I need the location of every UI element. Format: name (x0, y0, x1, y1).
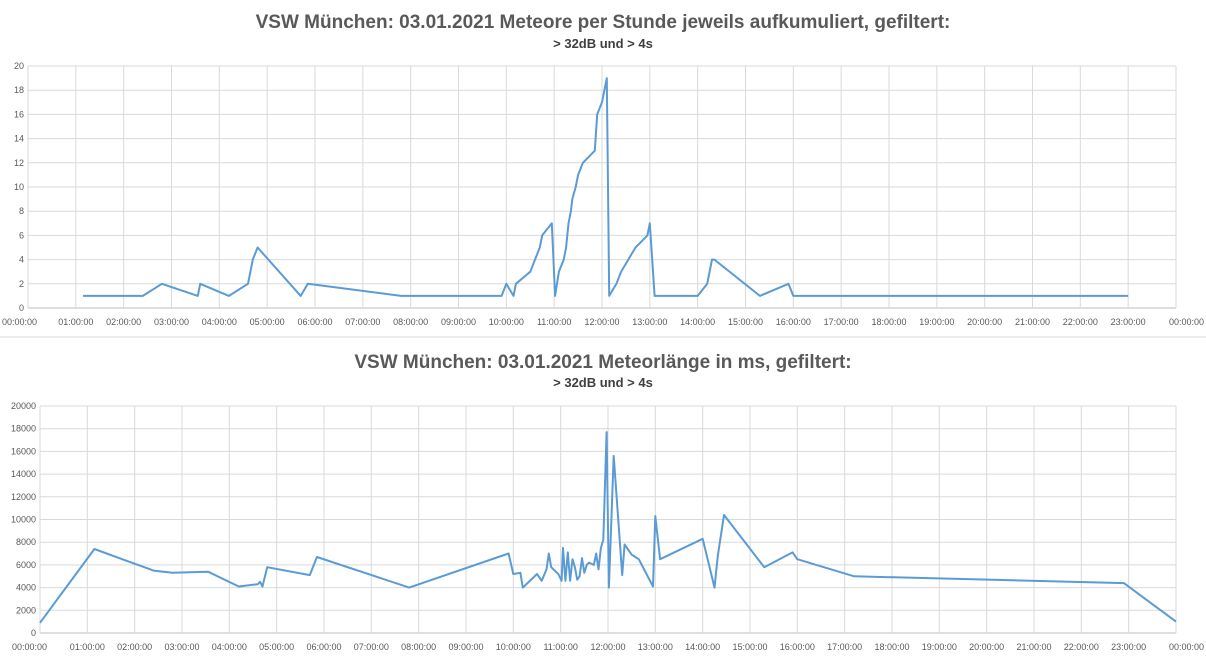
chart2-series-line (39, 431, 1177, 624)
chart1-y-tick-label: 6 (19, 230, 24, 240)
chart2-x-tick-label: 06:00:00 (306, 642, 341, 652)
chart1-x-axis: 00:00:00 01:00:00 02:00:00 03:00:00 04:00:00… (2, 317, 1204, 327)
chart1-x-tick-label: 14:00:00 (680, 317, 715, 327)
chart1-x-tick-label: 21:00:00 (1015, 317, 1050, 327)
chart2-x-tick-label: 09:00:00 (448, 642, 483, 652)
chart1-title: VSW München: 03.01.2021 Meteore per Stun… (256, 12, 951, 33)
chart1-x-tick-label: 18:00:00 (871, 317, 906, 327)
chart1-x-tick-label: 12:00:00 (584, 317, 619, 327)
chart2-x-tick-label: 13:00:00 (638, 642, 673, 652)
chart1-y-tick-label: 2 (19, 279, 24, 289)
chart1-y-tick-label: 8 (19, 206, 24, 216)
chart2-y-tick-label: 12000 (11, 492, 36, 502)
chart2-x-tick-label: 23:00:00 (1111, 642, 1146, 652)
chart1-x-tick-label: 09:00:00 (441, 317, 476, 327)
chart2-x-tick-label: 01:00:00 (70, 642, 105, 652)
chart1-x-tick-label: 05:00:00 (250, 317, 285, 327)
chart-meteor-length: VSW München: 03.01.2021 Meteorlänge in m… (11, 352, 1204, 652)
chart1-y-tick-label: 14 (14, 134, 24, 144)
chart1-series-line (83, 77, 1129, 297)
chart1-x-tick-label: 11:00:00 (537, 317, 571, 327)
chart1-x-tick-label: 22:00:00 (1063, 317, 1098, 327)
chart2-y-tick-label: 2000 (16, 605, 36, 615)
chart2-y-tick-label: 18000 (11, 424, 36, 434)
chart1-x-tick-label: 07:00:00 (345, 317, 380, 327)
chart2-x-tick-label: 11:00:00 (543, 642, 577, 652)
chart2-x-tick-label: 02:00:00 (117, 642, 152, 652)
chart2-x-tick-label: 14:00:00 (685, 642, 720, 652)
chart2-x-axis: 00:00:00 01:00:00 02:00:00 03:00:00 04:00:00… (12, 642, 1204, 652)
chart1-x-tick-label: 23:00:00 (1111, 317, 1146, 327)
chart2-x-tick-label: 03:00:00 (164, 642, 199, 652)
chart2-x-tick-label: 12:00:00 (590, 642, 625, 652)
chart2-y-tick-label: 10000 (11, 515, 36, 525)
chart1-x-tick-label: 17:00:00 (824, 317, 859, 327)
chart2-x-tick-label: 10:00:00 (496, 642, 531, 652)
chart2-x-tick-label: 07:00:00 (354, 642, 389, 652)
chart2-x-tick-label: 04:00:00 (212, 642, 247, 652)
chart1-y-axis: 0 2 4 6 8 10 12 14 16 18 20 (14, 61, 24, 313)
chart2-x-tick-label: 15:00:00 (732, 642, 767, 652)
chart1-x-tick-label: 10:00:00 (489, 317, 524, 327)
chart1-y-tick-label: 12 (14, 158, 24, 168)
chart1-x-tick-label: 16:00:00 (776, 317, 811, 327)
chart2-subtitle: > 32dB und > 4s (553, 375, 653, 390)
chart-meteors-per-hour: VSW München: 03.01.2021 Meteore per Stun… (2, 12, 1204, 327)
chart2-y-axis: 0 2000 4000 6000 8000 10000 12000 14000 16000 180… (11, 401, 36, 638)
chart2-y-tick-label: 8000 (16, 537, 36, 547)
chart2-x-tick-label: 19:00:00 (922, 642, 957, 652)
chart2-y-tick-label: 0 (31, 628, 36, 638)
chart2-x-tick-label: 18:00:00 (874, 642, 909, 652)
chart2-title: VSW München: 03.01.2021 Meteorlänge in m… (354, 352, 851, 373)
chart1-x-tick-label: 19:00:00 (919, 317, 954, 327)
chart1-y-tick-label: 16 (14, 109, 24, 119)
chart2-x-tick-label: 17:00:00 (827, 642, 862, 652)
chart1-x-tick-label: 04:00:00 (202, 317, 237, 327)
chart1-x-tick-label: 00:00:00 (2, 317, 37, 327)
chart2-x-tick-label: 16:00:00 (780, 642, 815, 652)
chart2-x-tick-label: 08:00:00 (401, 642, 436, 652)
chart2-y-tick-label: 20000 (11, 401, 36, 411)
chart1-x-tick-label: 06:00:00 (297, 317, 332, 327)
chart2-y-tick-label: 14000 (11, 469, 36, 479)
chart2-gridlines (39, 405, 1177, 634)
chart2-x-tick-label: 00:00:00 (1169, 642, 1204, 652)
chart1-x-tick-label: 01:00:00 (58, 317, 93, 327)
chart2-x-tick-label: 22:00:00 (1064, 642, 1099, 652)
chart1-x-tick-label: 13:00:00 (632, 317, 667, 327)
chart1-x-tick-label: 00:00:00 (1169, 317, 1204, 327)
chart2-x-tick-label: 00:00:00 (12, 642, 47, 652)
chart1-x-tick-label: 02:00:00 (106, 317, 141, 327)
chart2-x-tick-label: 05:00:00 (259, 642, 294, 652)
chart1-y-tick-label: 4 (19, 255, 24, 265)
chart1-y-tick-label: 20 (14, 61, 24, 71)
chart2-y-tick-label: 6000 (16, 560, 36, 570)
chart2-x-tick-label: 21:00:00 (1016, 642, 1051, 652)
chart1-x-tick-label: 20:00:00 (967, 317, 1002, 327)
chart2-y-tick-label: 16000 (11, 446, 36, 456)
chart1-y-tick-label: 0 (19, 303, 24, 313)
chart1-x-tick-label: 03:00:00 (154, 317, 189, 327)
chart2-x-tick-label: 20:00:00 (969, 642, 1004, 652)
chart1-y-tick-label: 18 (14, 85, 24, 95)
chart1-x-tick-label: 15:00:00 (728, 317, 763, 327)
chart1-y-tick-label: 10 (14, 182, 24, 192)
chart2-y-tick-label: 4000 (16, 583, 36, 593)
chart1-subtitle: > 32dB und > 4s (553, 36, 653, 51)
chart1-x-tick-label: 08:00:00 (393, 317, 428, 327)
